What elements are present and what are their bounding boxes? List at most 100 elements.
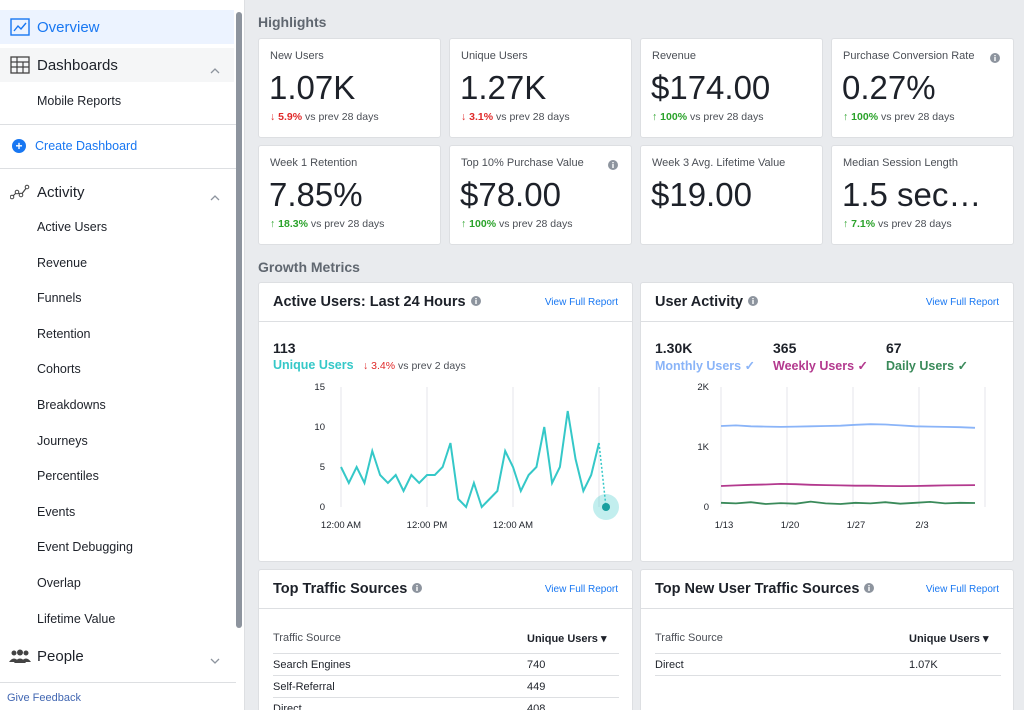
- delta-suffix: vs prev 28 days: [689, 111, 764, 123]
- weekly-users-legend[interactable]: Weekly Users ✓: [773, 359, 869, 373]
- sidebar-item-activity-sub[interactable]: Percentiles: [37, 469, 99, 484]
- table-cell-source: Search Engines: [273, 659, 351, 671]
- sidebar-item-label: Activity: [37, 183, 85, 201]
- kpi-label: Top 10% Purchase Value: [461, 157, 584, 169]
- delta-suffix: vs prev 28 days: [878, 218, 952, 230]
- table-cell-users: 408: [527, 703, 546, 710]
- view-full-report-link[interactable]: View Full Report: [925, 584, 999, 595]
- info-icon[interactable]: [864, 581, 875, 597]
- info-icon[interactable]: [748, 294, 759, 310]
- sidebar-item-activity-sub[interactable]: Funnels: [37, 291, 82, 306]
- chevron-down-icon[interactable]: [210, 652, 220, 669]
- column-header-traffic-source[interactable]: Traffic Source: [273, 632, 341, 644]
- plus-circle-icon: +: [12, 139, 26, 153]
- sidebar-item-label: Dashboards: [37, 56, 118, 74]
- panel-divider: [259, 321, 632, 322]
- info-icon[interactable]: [608, 157, 618, 175]
- sidebar-item-activity-sub[interactable]: Lifetime Value: [37, 611, 116, 626]
- sidebar-item-activity[interactable]: Activity: [0, 176, 234, 208]
- sidebar-item-overview[interactable]: Overview: [0, 10, 234, 44]
- kpi-value: 1.5 sec…: [842, 176, 982, 213]
- sidebar-scrollbar[interactable]: [236, 12, 242, 628]
- chevron-up-icon[interactable]: [210, 188, 220, 205]
- give-feedback-link[interactable]: Give Feedback: [7, 692, 81, 704]
- kpi-card[interactable]: Top 10% Purchase Value $78.00 ↑ 100% vs pr…: [449, 145, 632, 245]
- column-header-traffic-source[interactable]: Traffic Source: [655, 632, 723, 644]
- info-icon[interactable]: [412, 581, 423, 597]
- view-full-report-link[interactable]: View Full Report: [544, 584, 618, 595]
- activity-graph-icon: [9, 181, 31, 203]
- create-dashboard-button[interactable]: + Create Dashboard: [12, 139, 137, 153]
- active-users-count: 113: [273, 340, 296, 356]
- delta-percent: 7.1%: [851, 218, 876, 230]
- sidebar-item-dashboards[interactable]: Dashboards: [0, 48, 234, 82]
- sidebar-scroll-area: Overview Dashboards Mobile Reports + Cre…: [0, 0, 236, 680]
- kpi-label: Revenue: [652, 50, 697, 62]
- view-full-report-link[interactable]: View Full Report: [544, 297, 618, 308]
- x-tick-label: 1/20: [781, 520, 800, 531]
- kpi-card[interactable]: Revenue $174.00 ↑ 100% vs prev 28 days: [640, 38, 823, 138]
- active-users-chart[interactable]: 15 10 5 0 12:00 AM 12:00 PM 12:00 AM: [259, 381, 632, 551]
- sidebar-item-activity-sub[interactable]: Cohorts: [37, 362, 81, 377]
- panel-divider: [641, 321, 1013, 322]
- column-header-unique-users[interactable]: Unique Users ▾: [909, 633, 989, 645]
- sidebar-item-activity-sub[interactable]: Event Debugging: [37, 540, 133, 555]
- sidebar-item-activity-sub[interactable]: Overlap: [37, 576, 81, 590]
- daily-users-legend[interactable]: Daily Users ✓: [886, 359, 969, 373]
- table-cell-users: 1.07K: [909, 659, 938, 671]
- sidebar-item-people[interactable]: People: [0, 640, 234, 672]
- kpi-card[interactable]: Week 1 Retention 7.85% ↑ 18.3% vs prev 28 …: [258, 145, 441, 245]
- kpi-card[interactable]: Purchase Conversion Rate 0.27% ↑ 100% vs p…: [831, 38, 1014, 138]
- table-cell-users: 740: [527, 659, 546, 671]
- chevron-up-icon[interactable]: [210, 61, 220, 78]
- kpi-card[interactable]: Week 3 Avg. Lifetime Value $19.00: [640, 145, 823, 245]
- view-full-report-link[interactable]: View Full Report: [925, 297, 999, 308]
- info-icon[interactable]: [470, 294, 481, 310]
- sidebar-item-activity-sub[interactable]: Revenue: [37, 255, 88, 270]
- column-header-unique-users[interactable]: Unique Users ▾: [527, 633, 607, 645]
- kpi-delta: ↑ 100% vs prev 28 days: [652, 111, 764, 123]
- daily-users-value: 67: [886, 340, 902, 356]
- kpi-card[interactable]: New Users 1.07K ↓ 5.9% vs prev 28 days: [258, 38, 441, 138]
- y-tick-label: 0: [320, 502, 325, 513]
- delta-arrow: ↑: [843, 218, 849, 230]
- sidebar-item-activity-sub[interactable]: Events: [37, 504, 76, 519]
- table-cell-source: Direct: [655, 659, 684, 671]
- kpi-label: New Users: [270, 50, 324, 62]
- delta-arrow: ↑: [270, 218, 276, 230]
- table-divider: [273, 675, 619, 676]
- kpi-value: $174.00: [651, 69, 771, 106]
- delta-arrow: ↓: [461, 111, 467, 123]
- delta-percent: 5.9%: [278, 111, 303, 123]
- x-tick-label: 2/3: [915, 520, 928, 531]
- sidebar-item-activity-sub[interactable]: Journeys: [37, 433, 88, 448]
- unique-users-legend[interactable]: Unique Users: [273, 358, 354, 372]
- info-icon[interactable]: [990, 50, 1000, 68]
- unique-users-line: [340, 410, 600, 509]
- kpi-card[interactable]: Unique Users 1.27K ↓ 3.1% vs prev 28 days: [449, 38, 632, 138]
- sidebar-item-activity-sub[interactable]: Retention: [37, 326, 91, 341]
- sidebar-item-activity-sub[interactable]: Active Users: [37, 220, 108, 234]
- monthly-users-line: [720, 423, 976, 429]
- x-tick-label: 12:00 AM: [321, 520, 361, 531]
- growth-metrics-title: Growth Metrics: [258, 259, 360, 275]
- y-tick-label: 15: [314, 382, 325, 393]
- table-divider: [655, 675, 1001, 676]
- daily-users-line: [720, 500, 976, 505]
- weekly-users-line: [720, 482, 976, 488]
- kpi-label: Week 3 Avg. Lifetime Value: [652, 157, 786, 169]
- delta-arrow: ↑: [652, 111, 658, 123]
- panel-divider: [641, 608, 1013, 609]
- kpi-card[interactable]: Median Session Length 1.5 sec… ↑ 7.1% vs p…: [831, 145, 1014, 245]
- sidebar-item-mobile-reports[interactable]: Mobile Reports: [37, 94, 122, 108]
- kpi-label: Week 1 Retention: [270, 157, 358, 169]
- delta-percent: 100%: [851, 111, 879, 123]
- user-activity-chart[interactable]: 2K 1K 0 1/13 1/20 1/27 2/3: [641, 381, 1013, 551]
- delta-percent: 100%: [469, 218, 497, 230]
- kpi-value: 1.27K: [460, 69, 547, 106]
- highlights-title: Highlights: [258, 14, 327, 30]
- delta-suffix: vs prev 28 days: [305, 111, 379, 123]
- monthly-users-legend[interactable]: Monthly Users ✓: [655, 359, 756, 373]
- delta-suffix: vs prev 28 days: [880, 111, 955, 123]
- sidebar-item-activity-sub[interactable]: Breakdowns: [37, 398, 106, 412]
